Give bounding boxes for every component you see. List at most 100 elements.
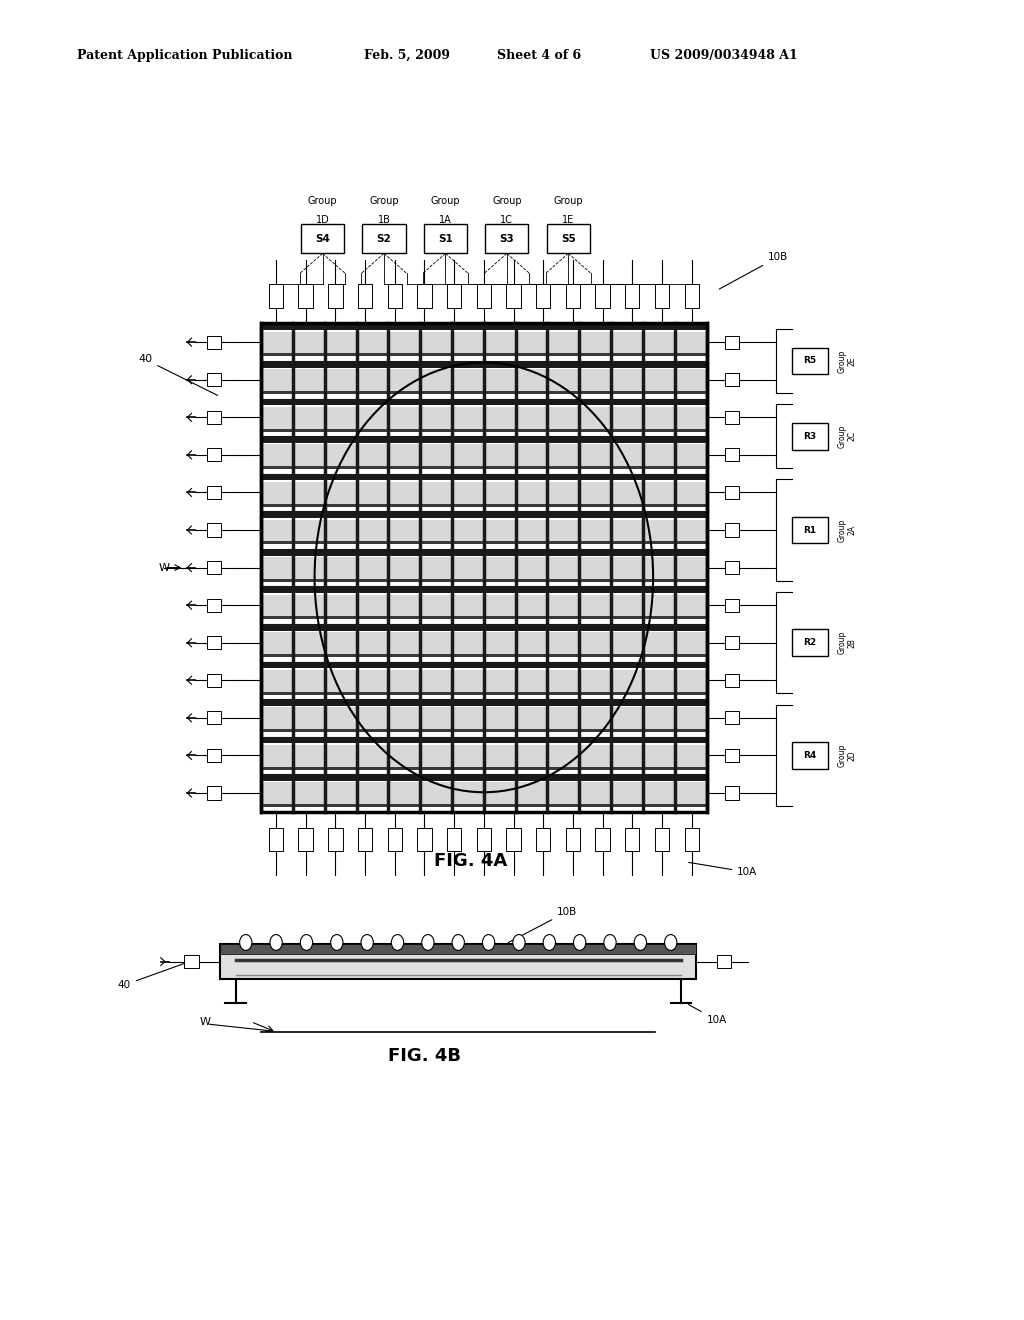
- Bar: [596, 284, 610, 308]
- Bar: [299, 284, 313, 308]
- Bar: [261, 700, 707, 706]
- Text: US 2009/0034948 A1: US 2009/0034948 A1: [650, 49, 798, 62]
- Circle shape: [604, 935, 616, 950]
- Text: S4: S4: [315, 234, 330, 244]
- Bar: [268, 828, 283, 851]
- Circle shape: [270, 935, 283, 950]
- Text: 1D: 1D: [315, 215, 330, 226]
- Bar: [261, 407, 707, 429]
- Text: W: W: [159, 562, 170, 573]
- Bar: [261, 360, 707, 368]
- Bar: [261, 615, 707, 619]
- Text: Group: Group: [431, 195, 460, 206]
- Bar: [261, 624, 707, 631]
- Circle shape: [573, 935, 586, 950]
- Bar: [261, 690, 707, 694]
- Bar: [261, 557, 707, 579]
- Text: Patent Application Publication: Patent Application Publication: [77, 49, 292, 62]
- Bar: [207, 411, 221, 424]
- Bar: [261, 577, 707, 582]
- Bar: [261, 708, 707, 729]
- Text: 1A: 1A: [439, 215, 452, 226]
- Bar: [261, 331, 707, 354]
- Bar: [328, 828, 342, 851]
- Bar: [261, 351, 707, 356]
- Bar: [725, 449, 739, 462]
- Bar: [725, 561, 739, 574]
- Bar: [387, 828, 401, 851]
- Circle shape: [422, 935, 434, 950]
- Bar: [261, 594, 707, 616]
- Bar: [207, 711, 221, 725]
- Bar: [792, 630, 828, 656]
- Text: S1: S1: [438, 234, 453, 244]
- Text: Group: Group: [493, 195, 521, 206]
- Bar: [261, 744, 707, 767]
- Text: 1B: 1B: [378, 215, 390, 226]
- Text: W: W: [200, 1016, 211, 1027]
- Bar: [207, 524, 221, 537]
- Bar: [358, 284, 373, 308]
- Bar: [537, 284, 551, 308]
- Bar: [261, 323, 707, 812]
- Bar: [424, 224, 467, 253]
- Bar: [358, 828, 373, 851]
- Text: 10A: 10A: [689, 862, 758, 878]
- Bar: [261, 540, 707, 544]
- Text: Group
2E: Group 2E: [838, 350, 856, 372]
- Text: FIG. 4A: FIG. 4A: [434, 851, 508, 870]
- Bar: [792, 742, 828, 768]
- Bar: [725, 598, 739, 611]
- Bar: [725, 374, 739, 387]
- Bar: [387, 284, 401, 308]
- Bar: [792, 347, 828, 375]
- Bar: [261, 661, 707, 668]
- Bar: [261, 511, 707, 517]
- Text: S3: S3: [500, 234, 514, 244]
- Bar: [725, 711, 739, 725]
- Bar: [207, 673, 221, 686]
- Bar: [446, 828, 461, 851]
- Bar: [207, 748, 221, 762]
- Bar: [261, 766, 707, 770]
- Bar: [725, 486, 739, 499]
- Bar: [301, 224, 344, 253]
- Bar: [725, 411, 739, 424]
- Bar: [261, 783, 707, 804]
- Bar: [418, 828, 432, 851]
- Circle shape: [543, 935, 555, 950]
- Bar: [485, 224, 528, 253]
- Text: S2: S2: [377, 234, 391, 244]
- Bar: [261, 652, 707, 657]
- Circle shape: [453, 935, 465, 950]
- Bar: [261, 323, 707, 330]
- Bar: [362, 224, 406, 253]
- Bar: [725, 787, 739, 800]
- Bar: [184, 956, 199, 969]
- Circle shape: [634, 935, 646, 950]
- Bar: [207, 636, 221, 649]
- Bar: [268, 284, 283, 308]
- Bar: [625, 828, 639, 851]
- Bar: [261, 445, 707, 466]
- Bar: [261, 389, 707, 395]
- Bar: [207, 335, 221, 348]
- Bar: [220, 944, 696, 979]
- Circle shape: [513, 935, 525, 950]
- Circle shape: [331, 935, 343, 950]
- Bar: [207, 449, 221, 462]
- Text: Group
2B: Group 2B: [838, 631, 856, 655]
- Text: R1: R1: [804, 525, 816, 535]
- Bar: [207, 374, 221, 387]
- Bar: [261, 586, 707, 593]
- Bar: [328, 284, 342, 308]
- Bar: [655, 828, 670, 851]
- Text: S5: S5: [561, 234, 575, 244]
- Circle shape: [482, 935, 495, 950]
- Bar: [261, 323, 707, 812]
- Bar: [261, 520, 707, 541]
- Circle shape: [300, 935, 312, 950]
- Text: 40: 40: [118, 962, 186, 990]
- Text: Group
2D: Group 2D: [838, 743, 856, 767]
- Bar: [207, 598, 221, 611]
